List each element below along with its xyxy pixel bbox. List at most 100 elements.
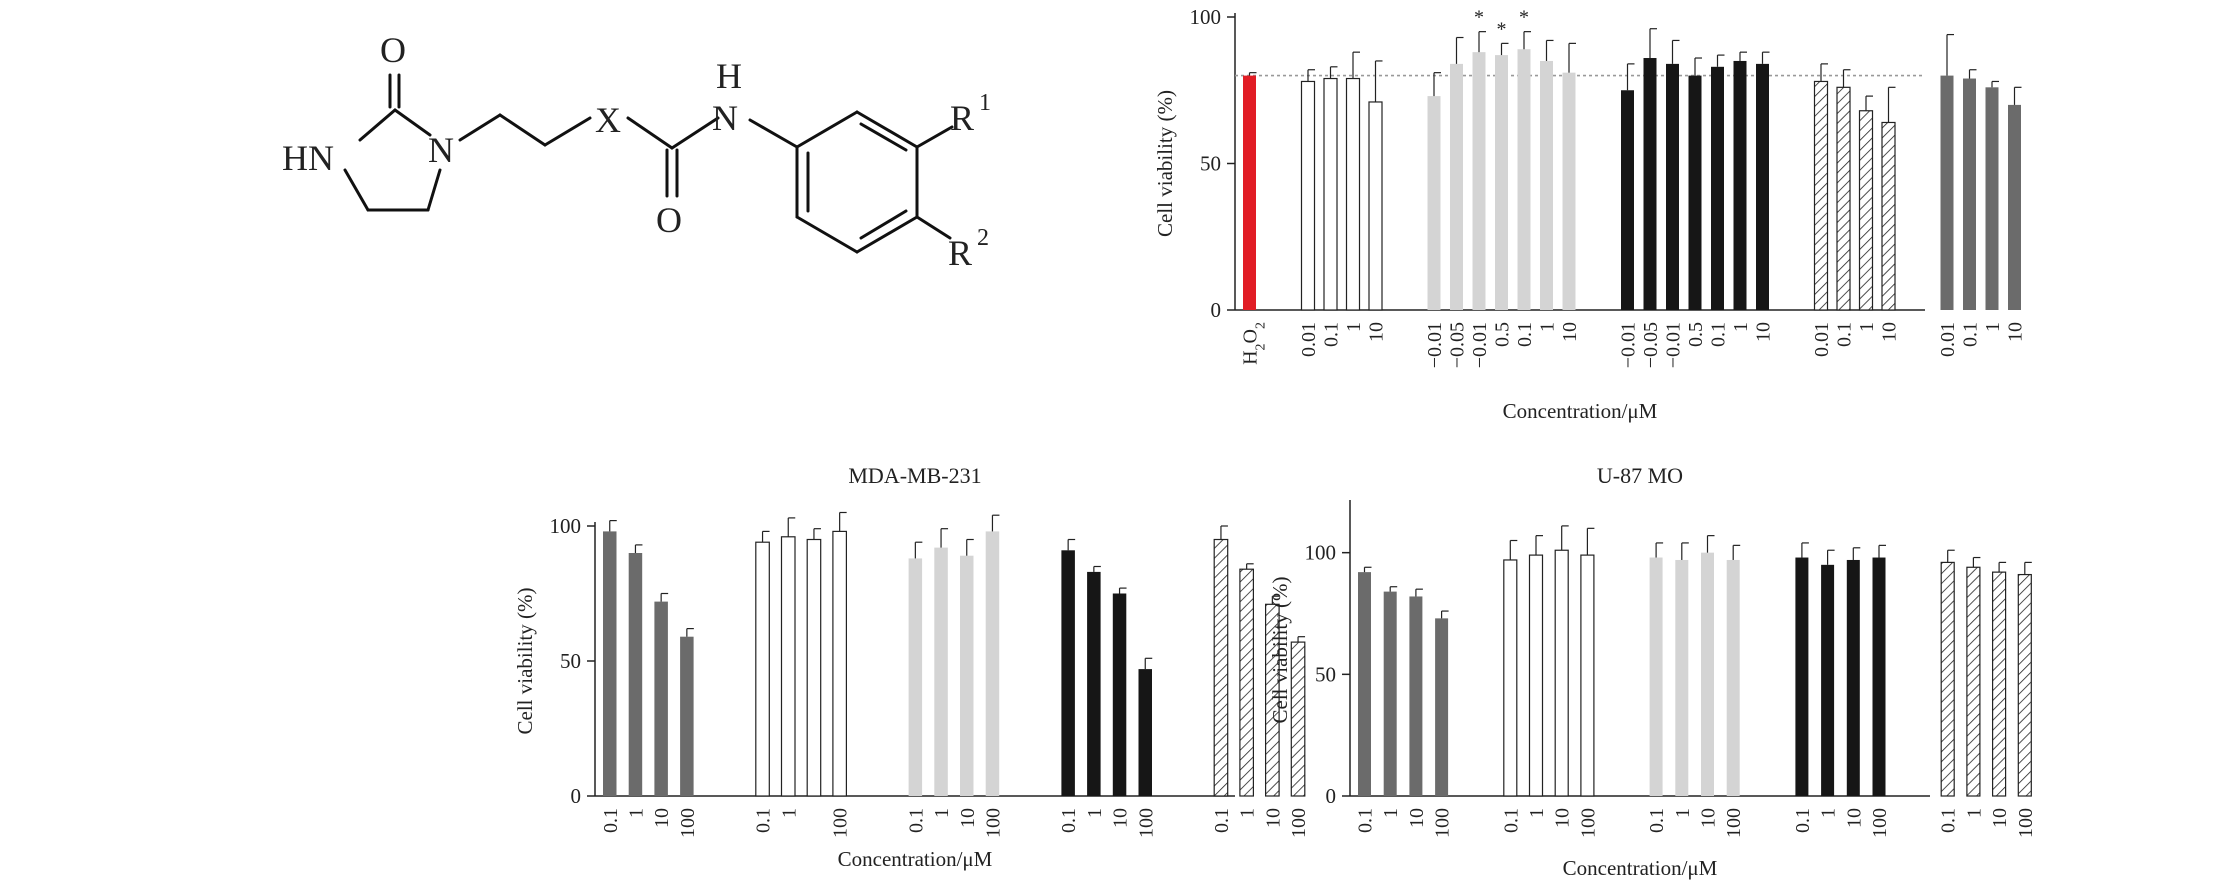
bar <box>1756 63 1769 310</box>
bar <box>1813 80 1829 311</box>
bar <box>1562 72 1576 310</box>
x-tick-label: 100 <box>1135 808 1157 838</box>
x-tick-label: 0.1 <box>1792 808 1814 833</box>
bar <box>2008 104 2021 311</box>
bar <box>603 531 617 796</box>
x-tick-label: 0.1 <box>1708 322 1730 347</box>
x-tick-label: 100 <box>1432 808 1454 838</box>
bar <box>1087 571 1101 796</box>
bar <box>1435 618 1449 796</box>
bar <box>1991 571 2007 797</box>
bar <box>1675 559 1689 796</box>
x-tick-label: 0.1 <box>1938 808 1960 833</box>
bar <box>1300 80 1316 311</box>
x-tick-label: 0.1 <box>600 808 622 833</box>
x-tick-label: 100 <box>982 808 1004 838</box>
x-tick-label: 10 <box>651 808 673 828</box>
bar <box>806 538 822 797</box>
bar <box>1358 572 1371 796</box>
bar <box>908 558 923 796</box>
bar <box>680 636 694 796</box>
x-tick-label: 100 <box>677 808 699 838</box>
x-tick-label: −0.01 <box>1469 322 1491 368</box>
y-tick-label: 50 <box>560 649 581 673</box>
x-tick-label: −0.05 <box>1640 322 1662 368</box>
x-tick-label: 0.1 <box>1960 322 1982 347</box>
bar <box>1621 90 1634 310</box>
x-tick-label: 1 <box>1730 322 1752 332</box>
x-tick-label: 0.1 <box>753 808 775 833</box>
bar <box>1540 60 1553 311</box>
x-axis-title: Concentration/μM <box>838 847 993 871</box>
y-tick-label: 0 <box>571 784 582 808</box>
y-axis-title: Cell viability (%) <box>513 588 537 735</box>
x-tick-label: 1 <box>1982 322 2004 332</box>
x-tick-label: 10 <box>1110 808 1132 828</box>
bar <box>1881 121 1896 311</box>
bar <box>1472 52 1486 310</box>
bar <box>1323 77 1338 311</box>
bar <box>1345 77 1361 311</box>
bar <box>985 531 1000 796</box>
x-axis-title: Concentration/μM <box>1503 399 1658 423</box>
x-tick-label: 0.1 <box>1211 808 1233 833</box>
x-tick-label: 0.1 <box>1834 322 1856 347</box>
x-tick-label: 10 <box>1753 322 1775 342</box>
bar <box>654 601 668 796</box>
bar <box>628 553 643 796</box>
bar <box>1409 596 1423 796</box>
bar <box>1711 66 1724 310</box>
y-tick-label: 0 <box>1211 298 1222 322</box>
x-tick-label: 1 <box>1084 808 1106 818</box>
bar <box>960 555 974 796</box>
bar <box>1503 559 1518 797</box>
y-tick-label: 100 <box>1190 5 1222 29</box>
x-tick-label: 10 <box>1262 808 1284 828</box>
x-tick-label: −0.05 <box>1447 322 1469 368</box>
x-tick-label: 1 <box>625 808 647 818</box>
atom-o-bottom: O <box>656 200 682 240</box>
x-tick-label: 0.5 <box>1685 322 1707 347</box>
x-tick-label: −0.01 <box>1424 322 1446 368</box>
x-axis-title: Concentration/μM <box>1563 856 1718 880</box>
bar <box>1726 559 1740 796</box>
bar <box>1112 593 1127 796</box>
bar <box>1243 75 1256 310</box>
x-tick-label: 100 <box>830 808 852 838</box>
y-axis-title: Cell viability (%) <box>1268 577 1292 724</box>
bar <box>1701 552 1714 796</box>
x-tick-label: 10 <box>1989 808 2011 828</box>
bar <box>1061 550 1075 796</box>
bar <box>1450 63 1463 310</box>
x-tick-label: 0.01 <box>1298 322 1320 357</box>
bar <box>1554 549 1569 797</box>
x-tick-label: 1 <box>1537 322 1559 332</box>
r2-superscript: 2 <box>977 225 989 251</box>
bar <box>1290 641 1306 797</box>
bar <box>1821 564 1835 796</box>
x-tick-label: 1 <box>1818 808 1840 818</box>
r1-superscript: 1 <box>979 90 991 116</box>
x-tick-label: 10 <box>2005 322 2027 342</box>
bar <box>1649 557 1663 796</box>
bar <box>1368 101 1383 311</box>
bar <box>1495 55 1508 311</box>
bar <box>1963 78 1976 310</box>
bar <box>1858 110 1874 311</box>
y-tick-label: 100 <box>550 514 582 538</box>
bar <box>1528 554 1544 797</box>
atom-hn: HN <box>282 138 334 178</box>
bar <box>1213 538 1229 797</box>
x-tick-label: 1 <box>1526 808 1548 818</box>
chemical-structure <box>343 73 954 254</box>
significance-star: * <box>1497 18 1507 40</box>
bar <box>1872 557 1886 796</box>
x-tick-label: 10 <box>1552 808 1574 828</box>
bar <box>1383 591 1397 796</box>
bar <box>2017 573 2032 797</box>
x-tick-label: 10 <box>1559 322 1581 342</box>
atom-o-top: O <box>380 30 406 70</box>
